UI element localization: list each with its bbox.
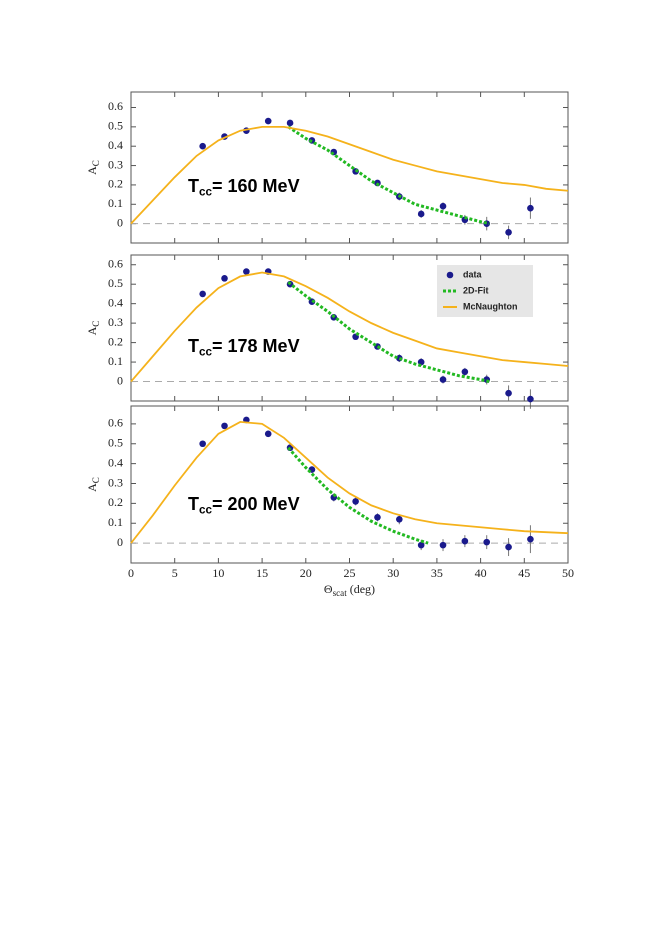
x-tick-label: 25 bbox=[344, 566, 356, 580]
data-point bbox=[461, 537, 469, 545]
legend-label: data bbox=[463, 269, 483, 279]
data-point bbox=[527, 395, 534, 403]
data-point bbox=[461, 368, 469, 376]
data-point bbox=[417, 210, 425, 218]
data-point bbox=[505, 543, 512, 551]
label-sub: cc bbox=[199, 345, 213, 358]
y-tick-label: 0.5 bbox=[108, 276, 123, 290]
x-tick-label: 30 bbox=[387, 566, 399, 580]
data-point bbox=[264, 430, 272, 438]
y-tick-label: 0.4 bbox=[108, 138, 123, 152]
model-line bbox=[130, 125, 569, 225]
plot-frame bbox=[130, 91, 569, 244]
split-label: Tcc= 178 MeV bbox=[188, 336, 300, 359]
data-point bbox=[286, 119, 294, 127]
label-main: T bbox=[188, 176, 199, 196]
data-point bbox=[352, 498, 359, 505]
data-point bbox=[199, 290, 206, 298]
split-label: Θscat (deg) bbox=[324, 582, 375, 599]
data-point bbox=[199, 142, 206, 150]
label-sub: cc bbox=[199, 503, 213, 516]
x-tick-label: 0 bbox=[128, 566, 134, 580]
y-tick-label: 0 bbox=[117, 373, 123, 387]
y-tick-label: 0.3 bbox=[108, 315, 123, 329]
model-line bbox=[130, 271, 569, 383]
label-main: A bbox=[85, 483, 99, 492]
y-tick-label: 0.2 bbox=[108, 495, 123, 509]
x-tick-label: 35 bbox=[431, 566, 443, 580]
data-point bbox=[439, 376, 447, 383]
label-main: Θ bbox=[324, 582, 333, 596]
y-tick-label: 0.6 bbox=[108, 416, 123, 430]
data-point bbox=[527, 535, 534, 543]
y-tick-label: 0.4 bbox=[108, 295, 123, 309]
label-rest: (deg) bbox=[347, 582, 375, 596]
data-point bbox=[505, 389, 512, 397]
y-tick-label: 0.6 bbox=[108, 99, 123, 113]
label-rest: = 200 MeV bbox=[212, 494, 300, 514]
label-main: T bbox=[188, 494, 199, 514]
split-label: AC bbox=[85, 477, 102, 492]
label-sub: scat bbox=[333, 588, 348, 598]
data-point bbox=[221, 422, 228, 430]
split-label: Tcc= 200 MeV bbox=[188, 494, 300, 517]
x-tick-label: 15 bbox=[256, 566, 268, 580]
y-tick-label: 0 bbox=[117, 215, 123, 229]
y-tick-label: 0.5 bbox=[108, 436, 123, 450]
y-tick-label: 0.4 bbox=[108, 455, 123, 469]
y-tick-label: 0.6 bbox=[108, 256, 123, 270]
y-tick-label: 0 bbox=[117, 535, 123, 549]
label-sub: C bbox=[91, 477, 101, 483]
data-point bbox=[199, 440, 206, 448]
data-point bbox=[417, 541, 425, 549]
y-tick-label: 0.1 bbox=[108, 515, 123, 529]
y-tick-label: 0.1 bbox=[108, 196, 123, 210]
y-tick-label: 0.3 bbox=[108, 475, 123, 489]
legend-label: 2D-Fit bbox=[463, 285, 489, 295]
label-rest: = 178 MeV bbox=[212, 336, 300, 356]
x-tick-label: 20 bbox=[300, 566, 312, 580]
y-tick-label: 0.1 bbox=[108, 354, 123, 368]
label-sub: cc bbox=[199, 186, 213, 199]
x-tick-label: 40 bbox=[475, 566, 487, 580]
data-point bbox=[483, 538, 491, 546]
label-main: A bbox=[85, 326, 99, 335]
split-label: AC bbox=[85, 160, 102, 175]
y-tick-label: 0.5 bbox=[108, 119, 123, 133]
data-point bbox=[505, 229, 512, 236]
y-tick-label: 0.2 bbox=[108, 334, 123, 348]
legend-label: McNaughton bbox=[463, 301, 518, 311]
data-point bbox=[374, 513, 381, 521]
data-point bbox=[439, 202, 447, 210]
split-label: AC bbox=[85, 321, 102, 336]
label-main: T bbox=[188, 336, 199, 356]
label-sub: C bbox=[91, 321, 101, 327]
x-tick-label: 50 bbox=[562, 566, 574, 580]
model-line bbox=[130, 420, 569, 544]
split-label: Tcc= 160 MeV bbox=[188, 176, 300, 199]
y-tick-label: 0.3 bbox=[108, 157, 123, 171]
fit-line bbox=[287, 125, 490, 226]
label-rest: = 160 MeV bbox=[212, 176, 300, 196]
fit-line bbox=[287, 446, 429, 545]
y-tick-label: 0.2 bbox=[108, 177, 123, 191]
data-point bbox=[439, 541, 447, 549]
plot-frame bbox=[130, 405, 569, 564]
label-main: A bbox=[85, 166, 99, 175]
data-point bbox=[264, 117, 272, 125]
x-tick-label: 45 bbox=[518, 566, 530, 580]
x-tick-label: 5 bbox=[172, 566, 178, 580]
fit-line bbox=[287, 281, 490, 383]
legend-swatch bbox=[446, 271, 454, 279]
label-sub: C bbox=[91, 160, 101, 166]
x-tick-label: 10 bbox=[212, 566, 224, 580]
data-point bbox=[221, 275, 228, 282]
data-point bbox=[396, 515, 403, 523]
data-point bbox=[527, 204, 534, 212]
data-point bbox=[243, 268, 250, 275]
